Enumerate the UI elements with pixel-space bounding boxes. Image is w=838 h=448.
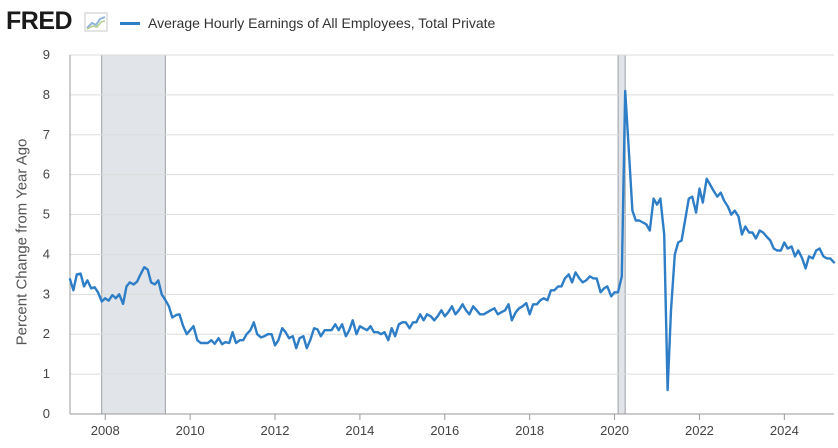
fred-logo[interactable]: FRED: [6, 7, 73, 35]
x-tick-label: 2018: [515, 423, 544, 438]
x-tick-label: 2010: [176, 423, 205, 438]
series-line: [68, 89, 836, 392]
legend-series-label: Average Hourly Earnings of All Employees…: [148, 15, 496, 31]
x-tick-label: 2022: [685, 423, 714, 438]
chart-legend: Average Hourly Earnings of All Employees…: [120, 15, 495, 31]
x-tick-label: 2012: [261, 423, 290, 438]
y-tick-label: 3: [43, 286, 50, 301]
x-tick-label: 2020: [600, 423, 629, 438]
y-tick-label: 1: [43, 366, 50, 381]
chart-header: FRED Average Hourly Earnings of All Empl…: [0, 0, 838, 44]
y-tick-label: 6: [43, 167, 50, 182]
y-tick-label: 5: [43, 207, 50, 222]
recession-shade-0: [101, 55, 166, 414]
y-tick-label: 4: [43, 246, 50, 261]
x-tick-label: 2014: [345, 423, 374, 438]
y-tick-label: 0: [43, 406, 50, 421]
x-tick-label: 2016: [430, 423, 459, 438]
x-tick-label: 2008: [91, 423, 120, 438]
y-tick-label: 7: [43, 127, 50, 142]
y-tick-label: 8: [43, 87, 50, 102]
x-tick-label: 2024: [770, 423, 799, 438]
chart-line-icon: [84, 12, 108, 32]
legend-swatch: [120, 21, 140, 25]
y-tick-label: 2: [43, 326, 50, 341]
y-tick-label: 9: [43, 47, 50, 62]
